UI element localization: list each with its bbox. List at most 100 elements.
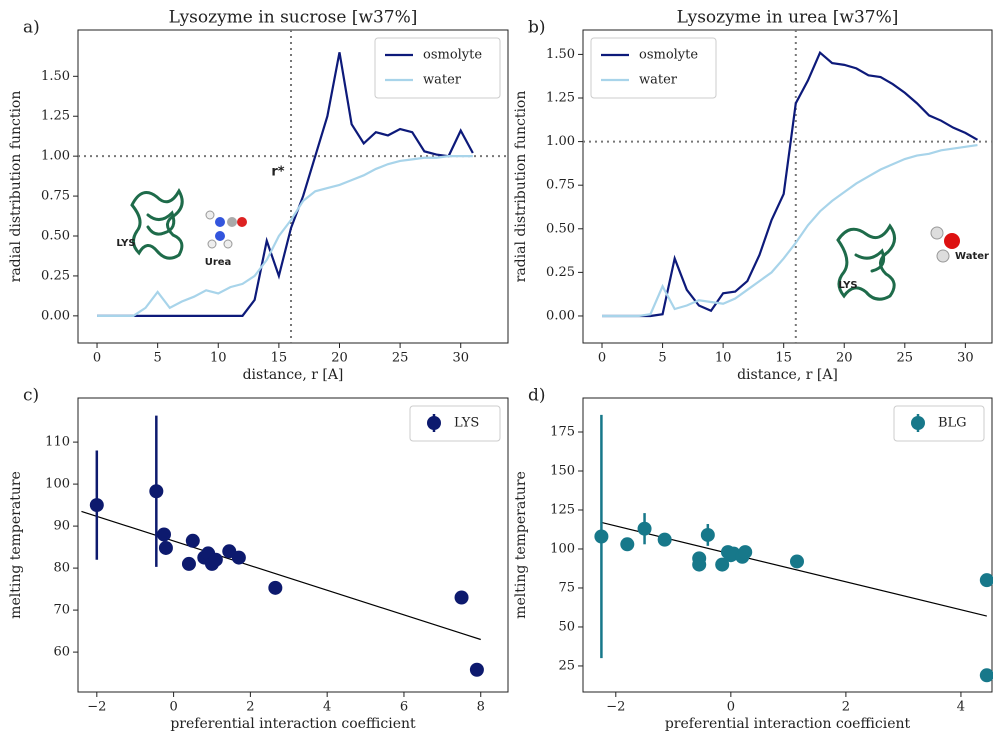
x-tick-label: 20 [836, 351, 853, 366]
legend-box [374, 37, 501, 99]
data-point [89, 498, 104, 513]
data-point [979, 573, 993, 588]
y-tick-label: 110 [45, 435, 70, 450]
x-axis-label: preferential interaction coefficient [170, 716, 416, 732]
y-tick-label: 0.75 [546, 178, 575, 193]
water-inset [930, 226, 960, 263]
data-point [637, 521, 652, 536]
data-point [657, 532, 672, 547]
y-tick-label: 1.25 [41, 109, 70, 124]
legend-box [409, 405, 501, 442]
legend-box [590, 37, 717, 99]
y-tick-label: 0.25 [546, 265, 575, 280]
legend-label: LYS [454, 416, 479, 431]
axes-frame [77, 29, 509, 344]
urea-inset [205, 210, 247, 249]
legend-label: water [639, 73, 678, 88]
data-point [738, 545, 753, 560]
data-point [157, 527, 171, 542]
x-tick-label: 6 [400, 700, 408, 715]
x-tick-label: 20 [331, 351, 348, 366]
y-tick-label: 60 [53, 645, 70, 660]
x-tick-label: 8 [477, 700, 485, 715]
y-tick-label: 1.50 [41, 69, 70, 84]
y-tick-label: 0.50 [41, 229, 70, 244]
x-tick-label: 0 [93, 351, 101, 366]
x-tick-label: 25 [392, 351, 409, 366]
y-tick-label: 0.00 [546, 308, 575, 323]
annotation: Urea [205, 257, 232, 268]
legend-label: osmolyte [639, 48, 698, 63]
legend-swatch [427, 416, 441, 430]
data-point [789, 554, 804, 569]
data-point [979, 668, 993, 683]
x-tick-label: 4 [957, 700, 965, 715]
data-point [149, 484, 164, 499]
subplot: c) preferential interaction coefficient me… [8, 386, 509, 732]
data-point [469, 662, 484, 677]
panel-label: a) [23, 18, 40, 38]
x-tick-label: 0 [727, 700, 735, 715]
axes-frame [582, 397, 993, 693]
data-point [185, 533, 200, 548]
x-tick-label: 0 [598, 351, 606, 366]
x-tick-label: −2 [87, 700, 106, 715]
y-tick-label: 1.25 [546, 91, 575, 106]
y-tick-label: 90 [53, 519, 70, 534]
y-tick-label: 0.00 [41, 308, 70, 323]
x-axis-label: distance, r [A] [243, 367, 344, 383]
data-point [454, 590, 469, 605]
y-tick-label: 100 [45, 477, 70, 492]
legend-swatch [911, 416, 925, 430]
data-point [715, 557, 730, 572]
data-point [231, 550, 246, 565]
y-axis-label: melting temperature [8, 471, 24, 619]
x-tick-label: 10 [715, 351, 732, 366]
x-tick-label: 15 [775, 351, 792, 366]
chart-title: Lysozyme in sucrose [w37%] [169, 8, 418, 28]
x-tick-label: 30 [957, 351, 974, 366]
data-point [268, 580, 283, 595]
y-tick-label: 0.75 [41, 189, 70, 204]
y-tick-label: 80 [53, 561, 70, 576]
data-point [620, 537, 635, 552]
data-line [602, 50, 979, 318]
subplot: a) Lysozyme in sucrose [w37%] distance, r … [8, 8, 509, 383]
annotation: LYS [838, 280, 857, 291]
panel-label: c) [23, 386, 39, 406]
y-tick-label: 0.50 [546, 221, 575, 236]
data-point [181, 556, 196, 571]
y-tick-label: 150 [550, 463, 575, 478]
y-tick-label: 25 [558, 658, 575, 673]
x-tick-label: 30 [452, 351, 469, 366]
x-tick-label: 25 [897, 351, 914, 366]
y-axis-label: melting temperature [513, 471, 529, 619]
y-tick-label: 1.00 [41, 149, 70, 164]
x-axis-label: preferential interaction coefficient [665, 716, 911, 732]
y-tick-label: 175 [550, 425, 575, 440]
fit-line [81, 510, 481, 641]
chart-title: Lysozyme in urea [w37%] [677, 8, 899, 28]
data-point [158, 540, 173, 555]
x-tick-label: 0 [169, 700, 177, 715]
y-tick-label: 100 [550, 541, 575, 556]
subplot: b) Lysozyme in urea [w37%] distance, r [A]… [513, 8, 993, 383]
y-tick-label: 50 [558, 619, 575, 634]
x-tick-label: 2 [842, 700, 850, 715]
x-tick-label: −2 [606, 700, 625, 715]
y-axis-label: radial distribution function [513, 91, 529, 283]
data-line [97, 52, 474, 317]
y-tick-label: 1.50 [546, 47, 575, 62]
annotation: r* [271, 165, 284, 180]
data-line [602, 143, 978, 318]
x-tick-label: 10 [210, 351, 227, 366]
axes-frame [77, 397, 509, 693]
x-tick-label: 15 [271, 351, 288, 366]
y-tick-label: 75 [558, 580, 575, 595]
x-axis-label: distance, r [A] [737, 367, 838, 383]
annotation: Water [955, 251, 989, 262]
data-point [700, 527, 715, 542]
y-tick-label: 70 [53, 603, 70, 618]
data-point [208, 552, 223, 567]
